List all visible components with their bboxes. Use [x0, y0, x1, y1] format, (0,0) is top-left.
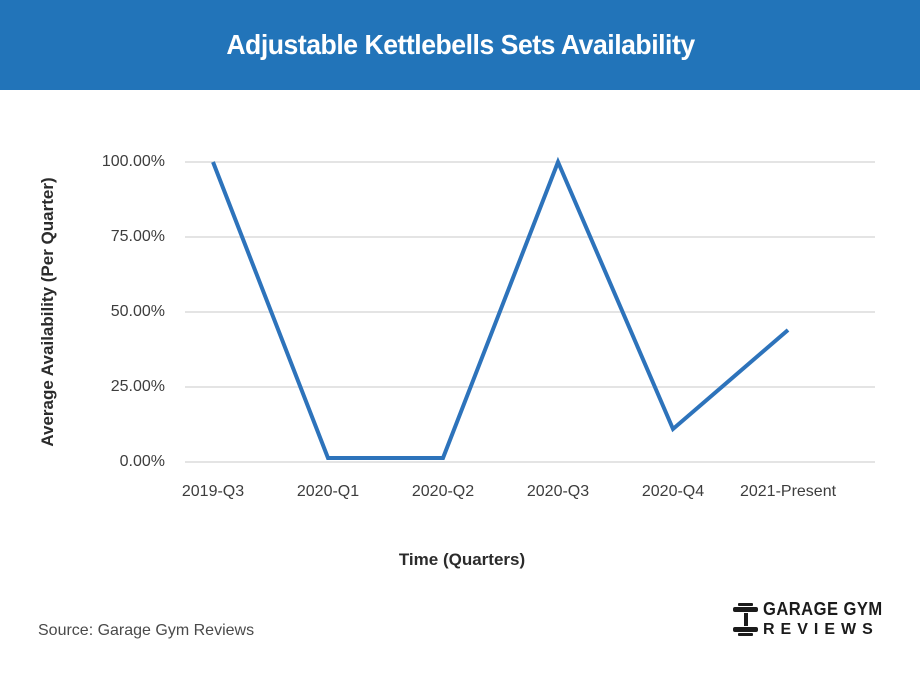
chart-title: Adjustable Kettlebells Sets Availability — [225, 29, 695, 60]
availability-line — [211, 156, 790, 460]
x-tick-label: 2020-Q2 — [411, 483, 475, 500]
x-axis-title: Time (Quarters) — [398, 550, 526, 569]
source-text: Source: Garage Gym Reviews — [38, 622, 255, 639]
y-tick-label: 100.00% — [101, 153, 165, 170]
y-axis-title: Average Availability (Per Quarter) — [38, 177, 57, 447]
brand-name-bottom: REVIEWS — [763, 621, 879, 638]
brand-logo: GARAGE GYM REVIEWS — [733, 599, 893, 639]
brand-name-top: GARAGE GYM — [763, 599, 883, 619]
x-tick-label: 2020-Q4 — [641, 483, 705, 500]
y-tick-label: 25.00% — [110, 378, 165, 395]
y-tick-label: 0.00% — [119, 453, 165, 470]
x-tick-label: 2019-Q3 — [181, 483, 245, 500]
x-tick-label: 2020-Q3 — [526, 483, 590, 500]
x-tick-label: 2021-Present — [739, 483, 837, 500]
x-tick-label: 2020-Q1 — [296, 483, 360, 500]
y-tick-label: 75.00% — [110, 228, 165, 245]
dumbbell-icon — [733, 602, 758, 636]
y-tick-label: 50.00% — [110, 303, 165, 320]
chart-header: Adjustable Kettlebells Sets Availability — [0, 0, 920, 90]
brand-logo-text: GARAGE GYM REVIEWS — [763, 599, 893, 639]
